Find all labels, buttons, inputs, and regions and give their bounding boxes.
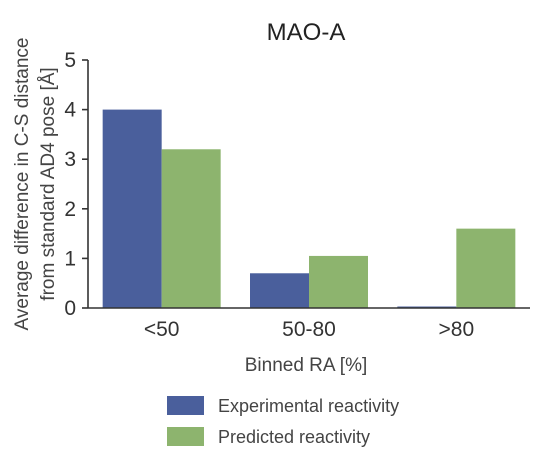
bar-predicted-2 (456, 228, 516, 308)
y-tick-label: 2 (64, 198, 76, 221)
x-tick-label: >80 (439, 318, 475, 341)
bar-predicted-1 (309, 255, 368, 308)
y-tick-label: 5 (64, 49, 76, 72)
legend-swatch (167, 427, 204, 446)
bar-experimental-1 (250, 273, 309, 308)
legend-label: Experimental reactivity (218, 396, 399, 416)
legend-swatch (167, 396, 204, 415)
y-tick-label: 3 (64, 148, 76, 171)
bar-experimental-0 (102, 109, 162, 308)
y-axis-label: Average difference in C-S distance from … (12, 38, 59, 331)
y-tick-label: 4 (64, 99, 76, 122)
x-tick-label: 50-80 (282, 318, 336, 341)
bar-predicted-0 (161, 149, 221, 308)
bars (102, 109, 516, 308)
y-tick-label: 0 (64, 297, 76, 320)
legend-label: Predicted reactivity (218, 427, 370, 447)
chart-title: MAO-A (267, 19, 346, 46)
x-tick-label: <50 (144, 318, 180, 341)
y-ticks: 0 1 2 3 4 5 (64, 49, 88, 320)
y-axis-label-line-2: from standard AD4 pose [Å] (38, 67, 59, 300)
x-ticks: <50 50-80 >80 (144, 318, 474, 341)
y-tick-label: 1 (64, 247, 76, 270)
legend: Experimental reactivity Predicted reactiv… (167, 396, 399, 447)
x-axis-label: Binned RA [%] (245, 355, 368, 376)
y-axis-label-line-1: Average difference in C-S distance (12, 38, 33, 331)
